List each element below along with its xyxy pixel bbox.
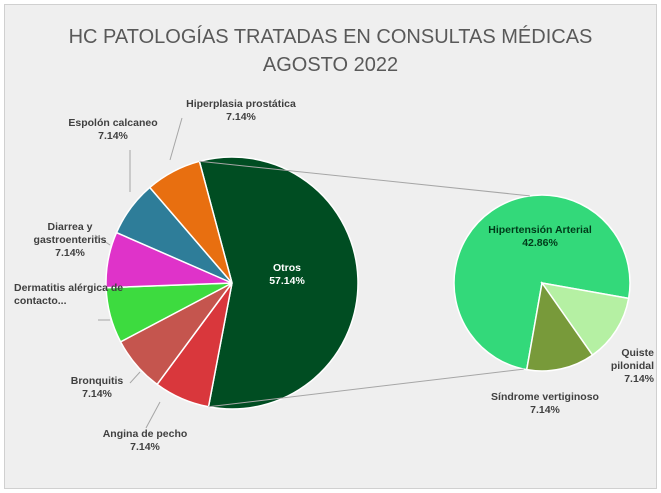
data-label-value: 57.14%	[269, 275, 305, 287]
data-label-value: 7.14%	[82, 388, 112, 400]
data-label-value: 7.14%	[130, 441, 160, 453]
leader-line	[169, 117, 183, 161]
data-label-name: Síndrome vertiginoso	[491, 391, 599, 403]
data-label-value: 7.14%	[98, 130, 128, 142]
data-label-name: Dermatitis alérgica de contacto...	[14, 282, 124, 307]
chart-subtitle: AGOSTO 2022	[262, 54, 399, 76]
pie-slice	[540, 281, 630, 357]
pie-slice	[525, 281, 594, 372]
leader-line	[94, 234, 111, 246]
leader-line	[145, 401, 161, 429]
leader-line	[129, 371, 141, 384]
data-label-name: Hiperplasia prostática	[186, 98, 296, 110]
data-label-name: Otros	[272, 262, 301, 274]
data-label-name: Angina de pecho	[102, 428, 188, 440]
chart-title: HC PATOLOGÍAS TRATADAS EN CONSULTAS MÉDI…	[68, 26, 593, 48]
data-label-name: Bronquitis	[70, 375, 124, 387]
data-label-value: 7.14%	[530, 404, 560, 416]
pie-slice	[198, 156, 359, 410]
pie-slice	[148, 160, 233, 284]
data-label-value: 7.14%	[226, 111, 256, 123]
data-label-value: 7.14%	[624, 373, 654, 385]
data-label-name: Espolón calcaneo	[68, 117, 158, 129]
data-label-value: 42.86%	[522, 237, 558, 249]
data-label-name: Hipertensión Arterial	[488, 224, 592, 236]
data-label-value: 7.14%	[55, 247, 85, 259]
data-label-name: Quiste pilonidal	[610, 347, 654, 372]
connector-line	[208, 368, 524, 408]
data-label-name: Diarrea y gastroenteritis	[33, 221, 107, 246]
connector-line	[199, 160, 530, 197]
